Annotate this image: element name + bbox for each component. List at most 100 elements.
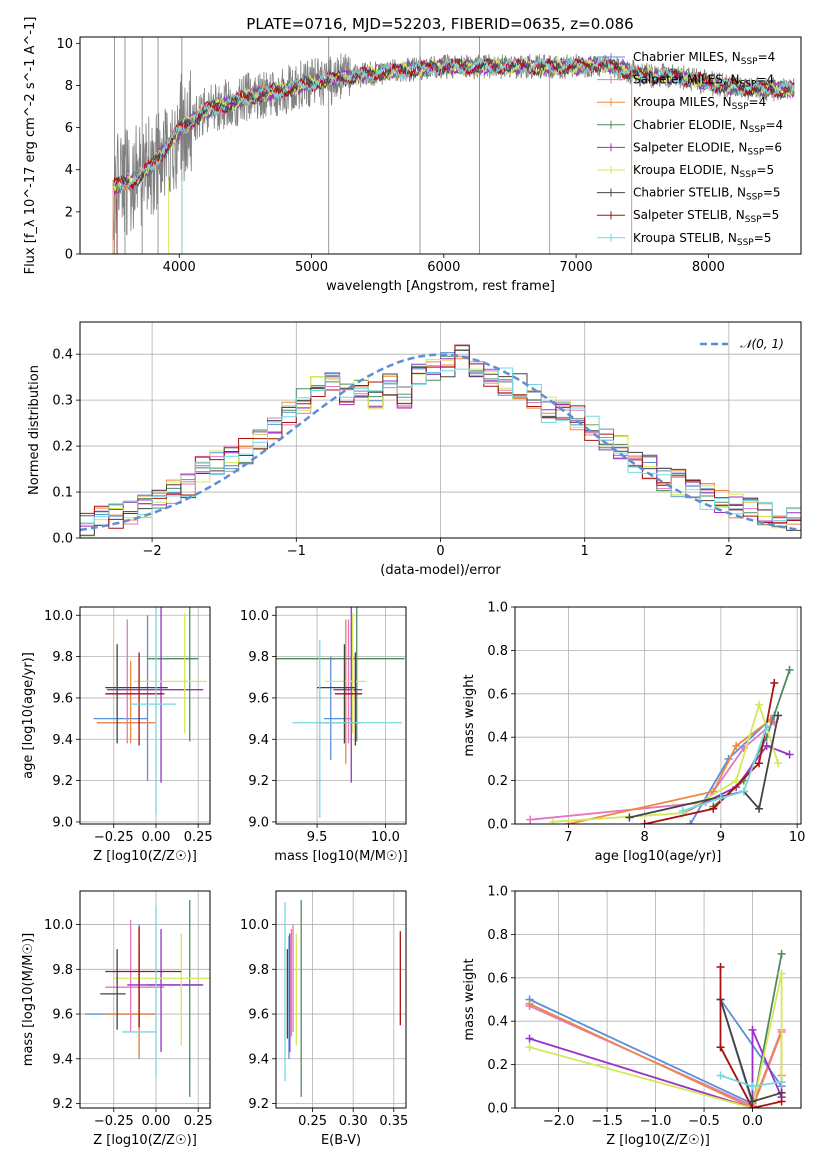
y-tick-label: 0.3 <box>52 394 73 409</box>
errorbar-5 <box>113 933 210 1046</box>
errorbar-0 <box>85 924 156 1059</box>
y-tick-label: 9.0 <box>52 815 73 830</box>
x-tick-label: 0.35 <box>379 1114 408 1129</box>
weight-marker <box>748 1104 757 1108</box>
y-tick-label: 10.0 <box>240 609 269 624</box>
chart-age-vs-mass: 9.5 10.0 9.0 9.2 9.4 9.6 9.8 10.0 mass [log10(M/… <box>240 606 408 864</box>
errorbar-4 <box>333 607 363 783</box>
weight-marker <box>777 1097 786 1106</box>
x-tick-label: 2 <box>725 544 733 559</box>
y-tick-label: 9.6 <box>52 1008 73 1023</box>
y-tick-label: 0.2 <box>487 774 508 789</box>
y-tick-label: 0.6 <box>487 687 508 702</box>
x-tick-label: 9 <box>717 830 725 845</box>
x-axis-label: age [log10(age/yr)] <box>595 849 722 864</box>
x-tick-label: 10.0 <box>371 830 400 845</box>
y-tick-label: 9.4 <box>248 733 269 748</box>
weight-series-2 <box>568 719 772 824</box>
plot-area <box>80 607 210 824</box>
y-axis-label: mass weight <box>462 674 477 756</box>
weight-marker <box>732 741 741 750</box>
weight-marker <box>716 793 725 802</box>
y-tick-label: 9.6 <box>52 691 73 706</box>
x-axis-label: E(B-V) <box>321 1133 361 1148</box>
axes-frame <box>275 606 407 825</box>
y-axis-label: Normed distribution <box>27 365 42 495</box>
y-tick-label: 9.6 <box>248 1008 269 1023</box>
x-axis-label: mass [log10(M/M☉)] <box>274 849 407 864</box>
errorbar-5 <box>134 613 207 734</box>
x-axis-label: (data-model)/error <box>380 563 501 578</box>
errorbar-5 <box>325 613 367 734</box>
weight-series-4 <box>529 1029 783 1108</box>
errorbar-8 <box>292 640 402 818</box>
x-tick-label: 0.00 <box>141 830 170 845</box>
legend-label: 𝒩(0, 1) <box>740 337 784 351</box>
errorbar-4 <box>127 929 204 1053</box>
legend-label: Salpeter STELIB, NSSP=5 <box>633 208 779 225</box>
weight-marker <box>526 815 535 824</box>
weight-marker <box>640 820 649 824</box>
x-tick-label: 0.25 <box>184 830 213 845</box>
weight-marker <box>785 750 794 759</box>
plot-area <box>112 37 795 254</box>
plot-area <box>276 607 406 824</box>
x-tick-label: −1.0 <box>640 1114 672 1129</box>
axes-frame <box>79 321 802 539</box>
weight-marker <box>678 806 687 815</box>
y-tick-label: 9.4 <box>248 1052 269 1067</box>
x-tick-label: −1 <box>287 544 306 559</box>
y-tick-label: 6 <box>65 121 73 136</box>
legend-label: Chabrier STELIB, NSSP=5 <box>633 186 781 203</box>
residual-hist-8 <box>80 367 801 538</box>
weight-marker <box>755 759 764 768</box>
y-tick-label: 9.4 <box>52 1052 73 1067</box>
x-tick-label: −0.25 <box>94 830 134 845</box>
x-tick-label: 8 <box>641 830 649 845</box>
weight-marker <box>716 962 725 971</box>
weight-series-1 <box>530 721 775 821</box>
x-tick-label: −0.25 <box>94 1114 134 1129</box>
weight-marker <box>770 678 779 687</box>
x-tick-label: 0 <box>436 544 444 559</box>
x-tick-label: 8000 <box>692 260 725 275</box>
y-tick-label: 10.0 <box>240 918 269 933</box>
chart-residuals: −2 −1 0 1 2 0.0 0.1 0.2 0.3 0.4 (data-model)/error… <box>27 321 802 578</box>
weight-series-8 <box>682 726 768 812</box>
x-tick-label: −2 <box>143 544 162 559</box>
weight-series-6 <box>629 715 779 819</box>
y-axis-label: mass [log10(M/M☉)] <box>21 933 36 1066</box>
y-tick-label: 0.0 <box>52 532 73 547</box>
x-tick-label: 5000 <box>295 260 328 275</box>
y-tick-label: 4 <box>65 163 73 178</box>
chart-massweight-vs-age: 7 8 9 10 0.0 0.2 0.4 0.6 0.8 1.0 age [log10(age/yr… <box>462 601 805 865</box>
weight-marker <box>625 813 634 822</box>
weight-marker <box>785 665 794 674</box>
y-tick-label: 0.4 <box>487 731 508 746</box>
plot-area <box>80 891 210 1108</box>
axes-frame <box>514 606 802 825</box>
model-spectrum-6 <box>112 56 795 190</box>
plot-area <box>80 322 801 538</box>
x-tick-label: −0.5 <box>688 1114 720 1129</box>
legend-label: Kroupa ELODIE, NSSP=5 <box>633 163 774 180</box>
y-tick-label: 10 <box>56 37 73 52</box>
x-axis-label: Z [log10(Z/Z☉)] <box>606 1133 710 1148</box>
y-tick-label: 9.8 <box>248 650 269 665</box>
errorbar-3 <box>147 607 199 742</box>
model-spectrum-8 <box>112 56 795 192</box>
x-tick-label: 1 <box>581 544 589 559</box>
x-axis-label: Z [log10(Z/Z☉)] <box>93 1133 197 1148</box>
y-tick-label: 9.2 <box>248 774 269 789</box>
legend-label: Salpeter ELODIE, NSSP=6 <box>633 140 782 157</box>
y-tick-label: 0.8 <box>487 644 508 659</box>
y-tick-label: 0.4 <box>52 348 73 363</box>
errorbar-7 <box>105 926 182 1028</box>
y-axis-label: Flux [f_λ 10^-17 erg cm^-2 s^-1 A^-1] <box>23 17 38 275</box>
weight-marker <box>525 1043 534 1052</box>
x-tick-label: 4000 <box>163 260 196 275</box>
y-tick-label: 0.4 <box>487 1015 508 1030</box>
y-tick-label: 9.8 <box>52 650 73 665</box>
y-tick-label: 0.1 <box>52 486 73 501</box>
